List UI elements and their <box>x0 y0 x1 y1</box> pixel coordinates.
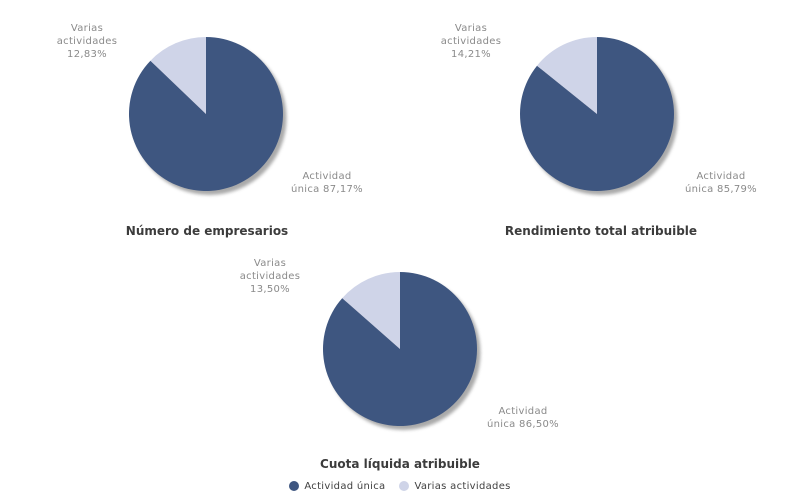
slice-label-varias-actividades: Varias actividades 12,83% <box>56 23 118 60</box>
pie-slice-actividad-unica <box>129 37 284 191</box>
chart-title: Cuota líquida atribuible <box>320 457 480 471</box>
pie-slice-actividad-unica <box>520 37 675 191</box>
legend: Actividad única Varias actividades <box>0 477 800 495</box>
legend-label: Varias actividades <box>414 480 511 492</box>
slice-label-actividad-unica: Actividad única 87,17% <box>291 171 363 195</box>
pie-numero-de-empresarios <box>129 37 287 195</box>
pie-slice-varias-actividades <box>537 37 597 114</box>
pie-rendimiento-total-atribuible <box>520 37 678 195</box>
chart-title: Número de empresarios <box>125 224 289 238</box>
slice-label-varias-actividades: Varias actividades 13,50% <box>239 258 301 295</box>
slice-label-actividad-unica: Actividad única 86,50% <box>487 406 559 430</box>
pie-slice-actividad-unica <box>322 272 477 426</box>
legend-marker-varias-actividades-icon <box>399 481 410 491</box>
chart-title: Rendimiento total atribuible <box>504 224 698 238</box>
legend-item-actividad-unica: Actividad única <box>289 481 385 492</box>
slice-label-varias-actividades: Varias actividades 14,21% <box>440 23 502 60</box>
legend-marker-actividad-unica-icon <box>289 481 300 491</box>
legend-label: Actividad única <box>304 480 386 492</box>
pie-slice-varias-actividades <box>342 272 400 349</box>
legend-item-varias-actividades: Varias actividades <box>399 481 510 492</box>
pie-slice-varias-actividades <box>150 37 206 114</box>
slice-label-actividad-unica: Actividad única 85,79% <box>685 171 757 195</box>
pie-cuota-liquida-atribuible <box>322 272 481 430</box>
